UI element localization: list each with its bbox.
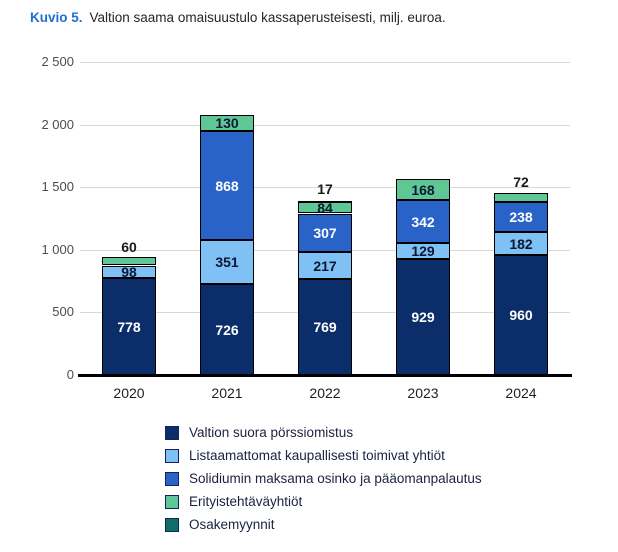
segment-value-label-above: 60 bbox=[121, 239, 137, 255]
legend-swatch-icon bbox=[165, 517, 179, 532]
segment-value-label: 929 bbox=[411, 309, 435, 325]
y-tick-label: 2 000 bbox=[41, 117, 74, 132]
x-tick-label: 2022 bbox=[309, 385, 341, 401]
segment-value-label: 217 bbox=[313, 257, 337, 274]
bar-segment: 217 bbox=[298, 252, 352, 279]
bar-segment: 929 bbox=[396, 259, 450, 375]
y-tick-label: 2 500 bbox=[41, 54, 74, 69]
bar-segment: 351 bbox=[200, 240, 254, 284]
legend-label: Osakemyynnit bbox=[189, 517, 275, 532]
bar-segment: 868 bbox=[200, 131, 254, 240]
segment-value-label-above: 17 bbox=[317, 181, 333, 197]
segment-value-label: 769 bbox=[313, 319, 337, 335]
bar-segment: 778 bbox=[102, 278, 156, 375]
bar-segment bbox=[298, 201, 352, 203]
legend-item: Erityistehtäväyhtiöt bbox=[165, 490, 482, 513]
legend-swatch-icon bbox=[165, 494, 179, 509]
y-tick-label: 0 bbox=[66, 367, 74, 382]
bar-segment: 130 bbox=[200, 115, 254, 131]
legend-label: Valtion suora pörssiomistus bbox=[189, 425, 354, 440]
segment-value-label: 778 bbox=[117, 318, 141, 335]
y-tick-label: 1 500 bbox=[41, 179, 74, 194]
legend-swatch-icon bbox=[165, 448, 179, 463]
bar-segment: 129 bbox=[396, 243, 450, 259]
legend-label: Listaamattomat kaupallisesti toimivat yh… bbox=[189, 448, 445, 463]
bar-2020: 778 98 60 bbox=[102, 62, 156, 375]
x-tick-label: 2024 bbox=[505, 385, 537, 401]
segment-value-label: 129 bbox=[411, 243, 435, 259]
legend-item: Osakemyynnit bbox=[165, 513, 482, 536]
legend-label: Erityistehtäväyhtiöt bbox=[189, 494, 303, 509]
gridline bbox=[80, 125, 570, 126]
bar-2021: 726 351 868 130 bbox=[200, 62, 254, 375]
bar-segment: 769 bbox=[298, 279, 352, 375]
figure-caption: Valtion saama omaisuustulo kassaperustei… bbox=[89, 10, 446, 25]
bar-segment: 168 bbox=[396, 179, 450, 200]
x-tick-label: 2020 bbox=[113, 385, 145, 401]
gridline bbox=[80, 62, 570, 63]
legend-item: Listaamattomat kaupallisesti toimivat yh… bbox=[165, 444, 482, 467]
legend: Valtion suora pörssiomistus Listaamattoma… bbox=[165, 421, 482, 536]
segment-value-label-above: 72 bbox=[513, 174, 529, 190]
bar-2024: 960 182 238 72 bbox=[494, 62, 548, 375]
segment-value-label: 868 bbox=[215, 177, 239, 194]
x-tick-label: 2021 bbox=[211, 385, 243, 401]
bar-segment: 726 bbox=[200, 284, 254, 375]
figure-number: Kuvio 5. bbox=[30, 10, 83, 25]
segment-value-label: 98 bbox=[121, 264, 137, 280]
bar-segment: 960 bbox=[494, 255, 548, 375]
legend-swatch-icon bbox=[165, 425, 179, 440]
bar-segment: 84 bbox=[298, 199, 352, 216]
bar-segment: 342 bbox=[396, 200, 450, 243]
segment-value-label: 130 bbox=[215, 115, 239, 131]
y-tick-label: 500 bbox=[52, 304, 74, 319]
segment-value-label: 351 bbox=[215, 254, 239, 270]
segment-value-label: 168 bbox=[411, 181, 435, 198]
bar-segment: 182 bbox=[494, 232, 548, 255]
bar-segment bbox=[102, 257, 156, 265]
segment-value-label: 182 bbox=[509, 235, 533, 252]
bar-segment: 307 bbox=[298, 214, 352, 252]
segment-value-label: 238 bbox=[509, 209, 533, 225]
legend-item: Valtion suora pörssiomistus bbox=[165, 421, 482, 444]
legend-label: Solidiumin maksama osinko ja pääomanpala… bbox=[189, 471, 482, 486]
legend-swatch-icon bbox=[165, 471, 179, 486]
bar-segment bbox=[494, 193, 548, 202]
segment-value-label: 307 bbox=[313, 225, 337, 241]
y-tick-label: 1 000 bbox=[41, 242, 74, 257]
segment-value-label: 960 bbox=[509, 307, 533, 323]
gridline bbox=[80, 187, 570, 188]
bar-2023: 929 129 342 168 bbox=[396, 62, 450, 375]
segment-value-label: 84 bbox=[317, 199, 333, 216]
legend-item: Solidiumin maksama osinko ja pääomanpala… bbox=[165, 467, 482, 490]
bar-2022: 769 217 307 84 17 bbox=[298, 62, 352, 375]
figure-title: Kuvio 5. Valtion saama omaisuustulo kassa… bbox=[30, 10, 446, 25]
bar-segment: 98 bbox=[102, 264, 156, 280]
bar-segment: 238 bbox=[494, 202, 548, 232]
segment-value-label: 342 bbox=[411, 213, 435, 230]
plot-area: 778 98 60 726 351 868 130 769 217 307 84 17 929 129 34… bbox=[78, 62, 572, 377]
x-tick-label: 2023 bbox=[407, 385, 439, 401]
segment-value-label: 726 bbox=[215, 321, 239, 338]
x-axis-line bbox=[78, 374, 572, 377]
